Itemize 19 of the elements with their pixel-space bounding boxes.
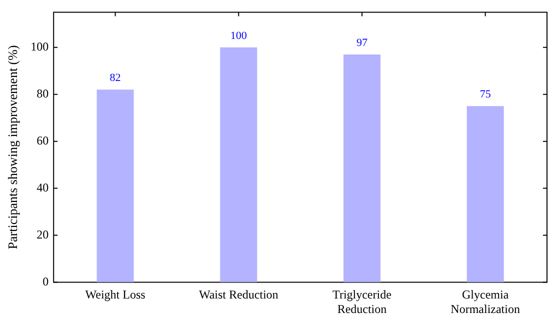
bar xyxy=(343,54,380,282)
x-tick-label: Glycemia Normalization xyxy=(450,288,520,316)
y-axis-title: Participants showing improvement (%) xyxy=(5,45,20,250)
data-label: 97 xyxy=(356,36,368,49)
bar xyxy=(96,90,134,282)
data-label: 75 xyxy=(480,88,492,101)
bar xyxy=(220,47,258,282)
bar xyxy=(466,106,504,282)
x-tick-label: Weight Loss xyxy=(85,288,146,302)
x-tick-label: Triglyceride Reduction xyxy=(332,288,392,316)
data-label: 100 xyxy=(230,30,248,42)
data-label: 82 xyxy=(110,72,121,84)
y-tick-label: 20 xyxy=(36,227,49,242)
y-tick-label: 40 xyxy=(36,180,49,194)
y-tick-label: 60 xyxy=(36,133,49,148)
y-tick-label: 80 xyxy=(36,86,49,101)
y-tick-label: 0 xyxy=(42,274,49,288)
x-tick-label: Waist Reduction xyxy=(198,288,278,302)
y-tick-label: 100 xyxy=(30,40,49,54)
